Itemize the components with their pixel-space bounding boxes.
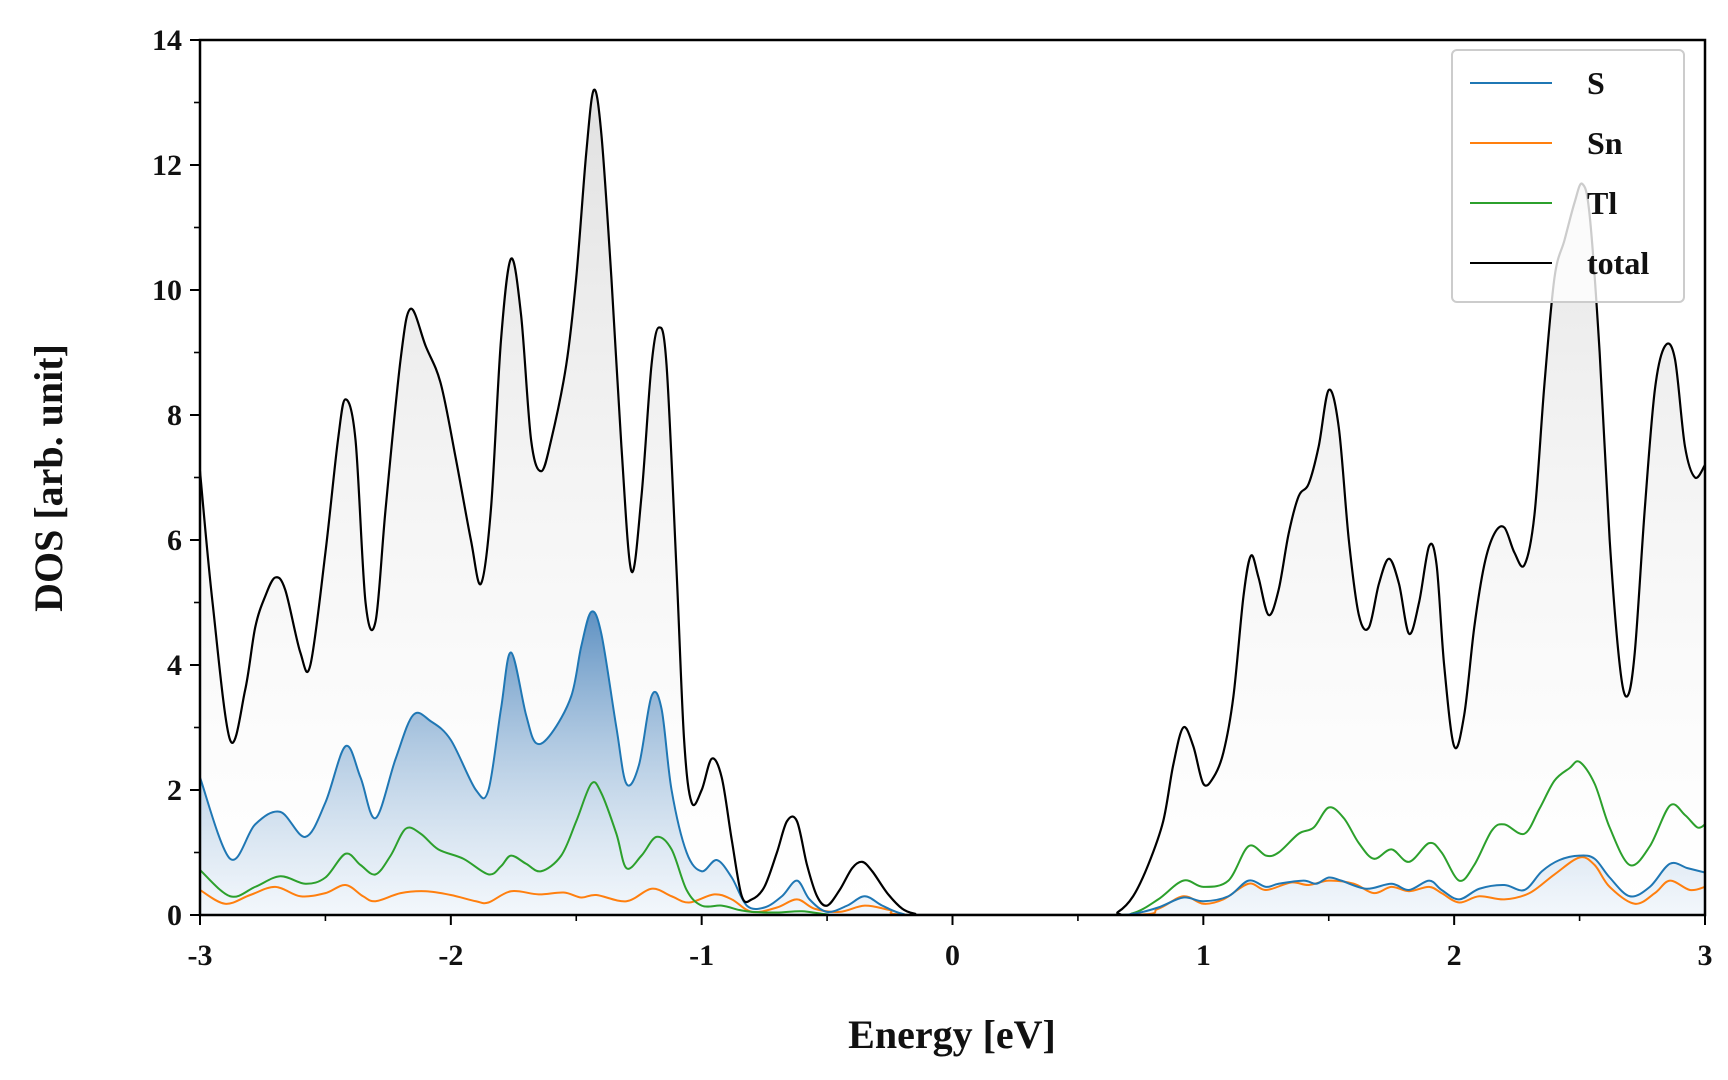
x-tick-label: -3 xyxy=(188,939,213,972)
x-axis-ticks: -3 -2 -1 0 1 2 3 xyxy=(188,915,1713,972)
fill-area-s xyxy=(200,611,1705,915)
series-line-s xyxy=(200,610,1705,915)
series-line-tl xyxy=(200,760,1705,915)
x-axis-label: Energy [eV] xyxy=(848,1012,1056,1057)
x-tick-label: -1 xyxy=(689,939,714,972)
y-tick-label: 12 xyxy=(152,149,182,182)
y-tick-label: 8 xyxy=(167,399,182,432)
legend-label-total: total xyxy=(1587,245,1649,281)
series-line-total xyxy=(200,88,1705,915)
legend-label-tl: Tl xyxy=(1587,185,1617,221)
y-tick-label: 10 xyxy=(152,274,182,307)
legend: S Sn Tl total xyxy=(1451,49,1685,303)
x-tick-label: 1 xyxy=(1196,939,1211,972)
x-tick-label: 2 xyxy=(1447,939,1462,972)
x-tick-label: -2 xyxy=(438,939,463,972)
legend-label-s: S xyxy=(1587,65,1605,101)
legend-label-sn: Sn xyxy=(1587,125,1623,161)
y-tick-label: 14 xyxy=(152,24,182,57)
x-tick-label: 0 xyxy=(945,939,960,972)
x-tick-label: 3 xyxy=(1698,939,1713,972)
area-fills xyxy=(200,89,1705,915)
y-axis-label: DOS [arb. unit] xyxy=(26,344,71,612)
y-tick-label: 6 xyxy=(167,524,182,557)
y-axis-ticks: 0 2 4 6 8 10 12 14 xyxy=(152,24,200,932)
y-tick-label: 4 xyxy=(167,649,182,682)
y-tick-label: 0 xyxy=(167,899,182,932)
series-lines xyxy=(200,88,1705,915)
y-tick-label: 2 xyxy=(167,774,182,807)
legend-box xyxy=(1451,49,1685,303)
